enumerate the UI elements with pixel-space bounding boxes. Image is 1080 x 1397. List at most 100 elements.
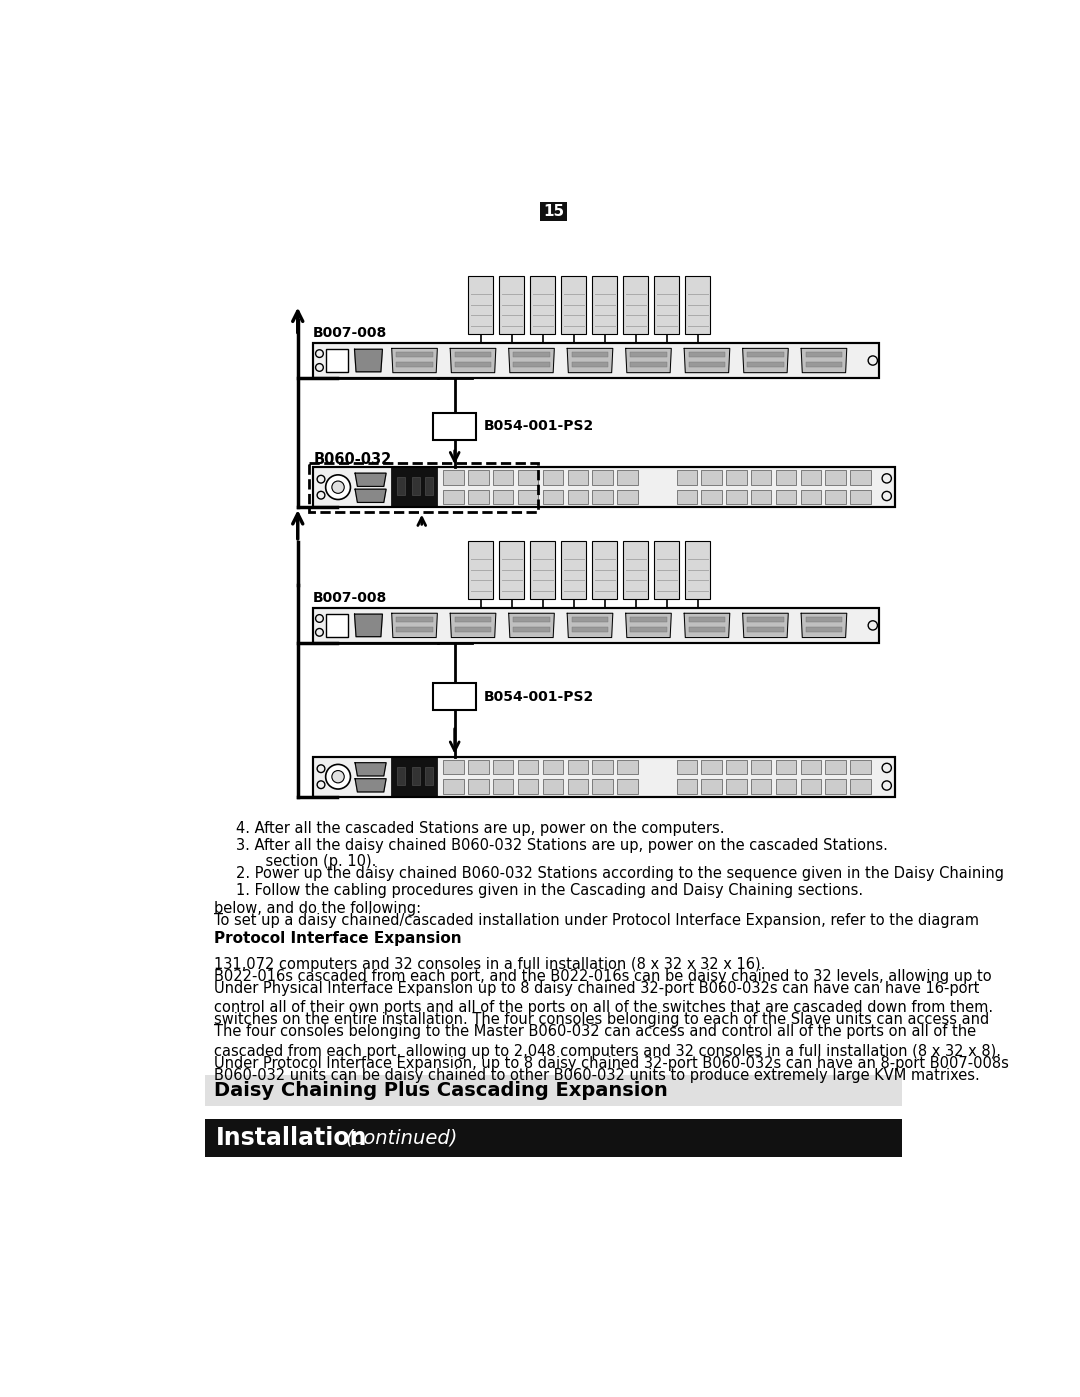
Bar: [455, 362, 491, 367]
Text: Under Protocol Interface Expansion, up to 8 daisy chained 32-port B060-032s can : Under Protocol Interface Expansion, up t…: [214, 1056, 1009, 1071]
Bar: [685, 277, 710, 334]
Polygon shape: [392, 613, 437, 637]
Bar: [568, 471, 588, 485]
Bar: [676, 471, 697, 485]
Polygon shape: [567, 613, 612, 637]
Bar: [444, 471, 463, 485]
Bar: [396, 627, 433, 631]
Bar: [689, 352, 725, 358]
Text: B022-016s cascaded from each port, and the B022-016s can be daisy chained to 32 : B022-016s cascaded from each port, and t…: [214, 970, 991, 983]
Circle shape: [332, 481, 345, 493]
Bar: [518, 471, 538, 485]
Bar: [494, 780, 513, 793]
Bar: [518, 780, 538, 793]
Polygon shape: [355, 489, 387, 503]
Bar: [499, 277, 524, 334]
Bar: [850, 760, 870, 774]
Bar: [592, 760, 612, 774]
Text: (continued): (continued): [346, 1129, 458, 1147]
Bar: [825, 760, 846, 774]
Bar: [499, 541, 524, 599]
Bar: [800, 760, 821, 774]
Polygon shape: [355, 474, 387, 486]
Bar: [568, 780, 588, 793]
Text: Protocol Interface Expansion: Protocol Interface Expansion: [214, 930, 461, 946]
Circle shape: [315, 363, 323, 372]
Bar: [775, 489, 796, 504]
Circle shape: [326, 475, 350, 500]
Text: 4. After all the cascaded Stations are up, power on the computers.: 4. After all the cascaded Stations are u…: [235, 821, 725, 835]
Bar: [751, 760, 771, 774]
Bar: [617, 760, 637, 774]
Bar: [433, 412, 476, 440]
Circle shape: [332, 771, 345, 782]
Bar: [850, 489, 870, 504]
Text: B060-032 units can be daisy chained to other B060-032 units to produce extremely: B060-032 units can be daisy chained to o…: [214, 1067, 980, 1083]
Bar: [676, 760, 697, 774]
Polygon shape: [355, 763, 387, 775]
Text: cascaded from each port, allowing up to 2,048 computers and 32 consoles in a ful: cascaded from each port, allowing up to …: [214, 1044, 1001, 1059]
Bar: [562, 541, 586, 599]
Bar: [800, 471, 821, 485]
Bar: [747, 627, 784, 631]
Bar: [530, 541, 555, 599]
Bar: [676, 780, 697, 793]
Bar: [568, 760, 588, 774]
Bar: [701, 489, 721, 504]
Bar: [751, 780, 771, 793]
Text: B054-001-PS2: B054-001-PS2: [484, 690, 594, 704]
Circle shape: [318, 492, 325, 499]
Bar: [444, 780, 463, 793]
Bar: [617, 471, 637, 485]
Bar: [469, 760, 488, 774]
Bar: [424, 478, 433, 495]
Bar: [513, 362, 550, 367]
Bar: [313, 608, 879, 643]
Polygon shape: [450, 348, 496, 373]
Bar: [689, 617, 725, 622]
Text: B007-008: B007-008: [313, 327, 388, 341]
Bar: [747, 352, 784, 358]
Bar: [726, 489, 746, 504]
Bar: [455, 627, 491, 631]
Bar: [571, 617, 608, 622]
Polygon shape: [509, 348, 554, 373]
Bar: [494, 760, 513, 774]
Text: switches on the entire installation. The four consoles belonging to each of the : switches on the entire installation. The…: [214, 1013, 989, 1027]
Bar: [543, 489, 563, 504]
Bar: [850, 780, 870, 793]
Text: below, and do the following:: below, and do the following:: [214, 901, 421, 915]
Bar: [396, 362, 433, 367]
Polygon shape: [801, 348, 847, 373]
Text: 15: 15: [543, 204, 564, 219]
Bar: [571, 362, 608, 367]
Bar: [806, 627, 842, 631]
Bar: [313, 467, 894, 507]
Bar: [800, 780, 821, 793]
Text: B007-008: B007-008: [313, 591, 388, 605]
Bar: [444, 489, 463, 504]
Bar: [775, 471, 796, 485]
Bar: [396, 352, 433, 358]
Bar: [469, 489, 488, 504]
Bar: [701, 780, 721, 793]
Bar: [455, 352, 491, 358]
Bar: [424, 767, 433, 785]
Bar: [568, 489, 588, 504]
Bar: [543, 760, 563, 774]
Bar: [592, 780, 612, 793]
Bar: [391, 757, 437, 796]
Bar: [631, 362, 666, 367]
Text: Under Physical Interface Expansion up to 8 daisy chained 32-port B060-032s can h: Under Physical Interface Expansion up to…: [214, 981, 980, 996]
Bar: [326, 615, 349, 637]
Bar: [313, 344, 879, 377]
Polygon shape: [567, 348, 612, 373]
Circle shape: [882, 781, 891, 791]
Bar: [726, 780, 746, 793]
Polygon shape: [354, 349, 382, 372]
Bar: [530, 277, 555, 334]
Bar: [391, 467, 437, 507]
Polygon shape: [354, 615, 382, 637]
Circle shape: [315, 629, 323, 636]
Circle shape: [326, 764, 350, 789]
